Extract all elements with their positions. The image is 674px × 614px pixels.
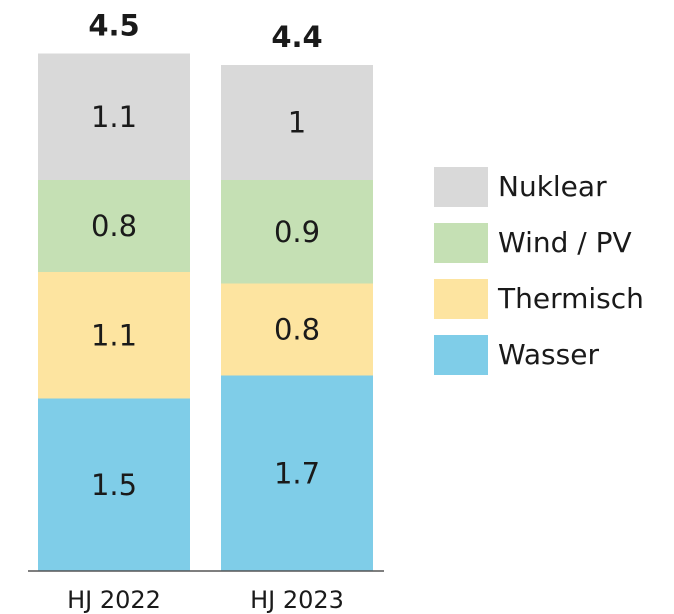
- x-tick-label: HJ 2022: [67, 586, 161, 614]
- data-label: 1.7: [274, 456, 320, 490]
- bar-segment: [38, 53, 190, 180]
- data-label: 0.8: [91, 209, 137, 243]
- legend-swatch: [434, 223, 488, 263]
- bar-segment: [38, 272, 190, 399]
- bar-segment: [221, 180, 373, 284]
- total-label: 4.4: [271, 20, 322, 54]
- bar-segment: [221, 65, 373, 180]
- data-label: 1.1: [91, 100, 137, 134]
- bar-segment: [38, 398, 190, 571]
- data-label: 1.1: [91, 318, 137, 352]
- data-label: 0.9: [274, 215, 320, 249]
- data-label: 0.8: [274, 313, 320, 347]
- legend-swatch: [434, 167, 488, 207]
- total-label: 4.5: [88, 9, 139, 43]
- x-tick-label: HJ 2023: [250, 586, 344, 614]
- bar-segment: [221, 375, 373, 571]
- legend-label: Nuklear: [498, 170, 607, 203]
- bar-segment: [38, 180, 190, 272]
- legend-label: Wasser: [498, 338, 599, 371]
- data-label: 1: [288, 106, 306, 140]
- legend-swatch: [434, 335, 488, 375]
- bar-segment: [221, 283, 373, 376]
- data-label: 1.5: [91, 468, 137, 502]
- legend-label: Thermisch: [497, 282, 644, 315]
- legend-swatch: [434, 279, 488, 319]
- legend-label: Wind / PV: [498, 226, 632, 259]
